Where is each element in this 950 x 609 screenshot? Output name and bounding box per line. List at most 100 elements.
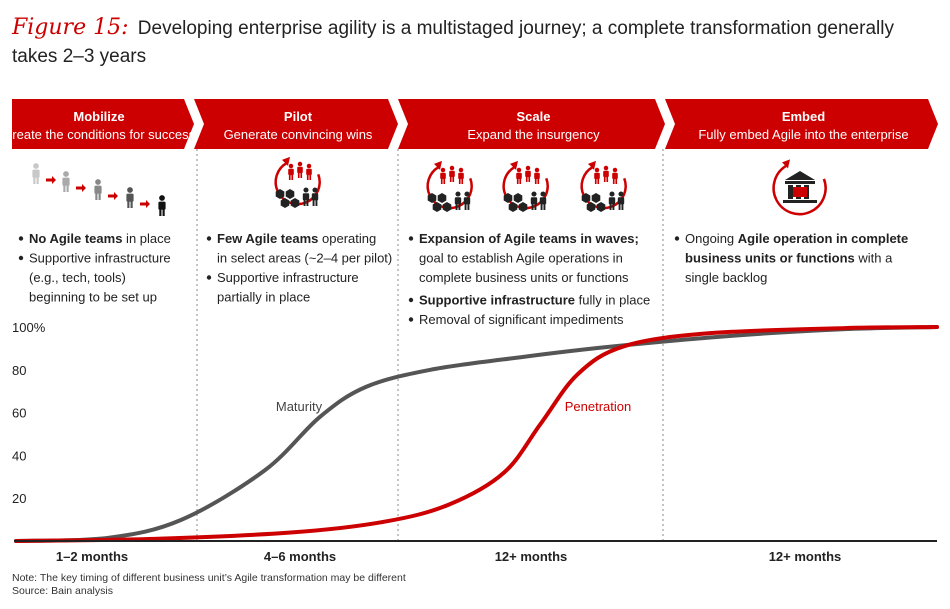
person-leg: [612, 178, 615, 184]
bullet-dot-icon: [674, 236, 680, 241]
bullet-segment: (e.g., tech, tools): [29, 270, 126, 285]
arrow-head-icon: [282, 156, 290, 166]
person-icon: [612, 167, 618, 173]
agile-team-cycle-icon: [502, 160, 549, 212]
person-icon: [540, 191, 546, 197]
bullet-line: business units or functions with a: [685, 251, 893, 266]
person-icon: [297, 161, 303, 167]
hexagon-icon: [581, 193, 591, 203]
phase-duration: 1–2 months: [56, 549, 128, 564]
person-body: [158, 201, 166, 210]
person-leg: [543, 203, 546, 210]
person-leg: [609, 203, 612, 210]
person-leg: [537, 178, 540, 184]
series-label-maturity: Maturity: [276, 399, 323, 414]
person-leg: [458, 203, 461, 210]
person-leg: [63, 184, 66, 192]
bullet-segment: Removal of significant impediments: [419, 312, 624, 327]
person-leg: [606, 176, 609, 182]
person-leg: [464, 203, 467, 210]
person-leg: [130, 200, 133, 208]
phase-banner-embed: [665, 99, 938, 149]
person-icon: [458, 167, 464, 173]
phase-descriptions: No Agile teams in place Supportive infras…: [18, 231, 908, 327]
person-leg: [594, 178, 597, 184]
person-icon: [312, 187, 318, 193]
person-icon: [127, 187, 133, 193]
series-line-penetration: [14, 325, 939, 543]
bullet-segment: with a: [855, 251, 893, 266]
hexagon-icon: [285, 189, 295, 199]
figure-notes: Note: The key timing of different busine…: [12, 572, 406, 598]
y-tick-label: 40: [12, 448, 26, 463]
hexagon-icon: [442, 202, 452, 212]
person-leg: [621, 203, 624, 210]
arrow-head-icon: [510, 160, 518, 170]
person-icon: [455, 191, 461, 197]
person-leg: [306, 174, 309, 180]
phase-dividers: [196, 149, 664, 541]
agile-team-cycle-icon: [274, 156, 321, 208]
person-leg: [452, 176, 455, 182]
hexagon-icon: [290, 198, 300, 208]
arrow-shaft: [108, 194, 114, 198]
person-body: [594, 172, 600, 180]
person-leg: [597, 178, 600, 184]
bullet-segment: in place: [122, 231, 170, 246]
person-icon: [609, 191, 615, 197]
bullet-line: complete business units or functions: [419, 270, 629, 285]
bullet-dot-icon: [408, 236, 414, 241]
person-leg: [440, 178, 443, 184]
person-body: [449, 170, 455, 178]
person-leg: [534, 203, 537, 210]
arrow-shaft: [76, 186, 82, 190]
hexagon-icon: [503, 193, 513, 203]
bullet-line: Supportive infrastructure fully in place: [419, 293, 650, 308]
person-body: [516, 172, 522, 180]
bullet-line: partially in place: [217, 290, 310, 305]
person-leg: [162, 208, 165, 216]
source-text: Source: Bain analysis: [12, 585, 113, 597]
person-leg: [467, 203, 470, 210]
bullet-segment: Ongoing: [685, 231, 738, 246]
chart-series: Maturity Penetration: [14, 325, 939, 543]
person-leg: [603, 176, 606, 182]
figure-number: Figure 15:: [12, 15, 129, 40]
phase-title: Pilot: [284, 109, 313, 124]
phase-banner-pilot: [194, 99, 398, 149]
person-icon: [525, 165, 531, 171]
team-badge-icon: [793, 187, 807, 197]
note-text: Note: The key timing of different busine…: [12, 572, 406, 584]
bullet-segment: partially in place: [217, 290, 310, 305]
person-leg: [612, 203, 615, 210]
people-progression-icon: [32, 163, 166, 216]
person-leg: [455, 203, 458, 210]
bullet-line: No Agile teams in place: [29, 231, 171, 246]
enterprise-building-cycle-icon: [772, 159, 827, 216]
phase-title: Embed: [782, 109, 825, 124]
phase-icons: [32, 156, 827, 216]
person-body: [539, 197, 547, 205]
person-leg: [303, 199, 306, 206]
bullet-line: Expansion of Agile teams in waves;: [419, 231, 639, 246]
arrow-right-icon: [114, 192, 118, 200]
bullet-line: beginning to be set up: [29, 290, 157, 305]
agile-team-cycle-icon: [426, 160, 473, 212]
cycle-arrow-icon: [426, 165, 473, 210]
bullet-segment: Few Agile teams: [217, 231, 318, 246]
bullet-segment: in select areas (~2–4 per pilot): [217, 251, 392, 266]
bullet-line: Removal of significant impediments: [419, 312, 624, 327]
person-leg: [516, 178, 519, 184]
bullet-segment: single backlog: [685, 270, 767, 285]
person-icon: [306, 163, 312, 169]
person-body: [463, 197, 471, 205]
person-leg: [127, 200, 130, 208]
y-tick-label: 20: [12, 491, 26, 506]
person-body: [94, 185, 102, 194]
person-icon: [464, 191, 470, 197]
person-icon: [531, 191, 537, 197]
person-icon: [594, 167, 600, 173]
person-leg: [297, 172, 300, 178]
y-tick-label: 80: [12, 363, 26, 378]
cycle-arrow-icon: [772, 164, 827, 216]
